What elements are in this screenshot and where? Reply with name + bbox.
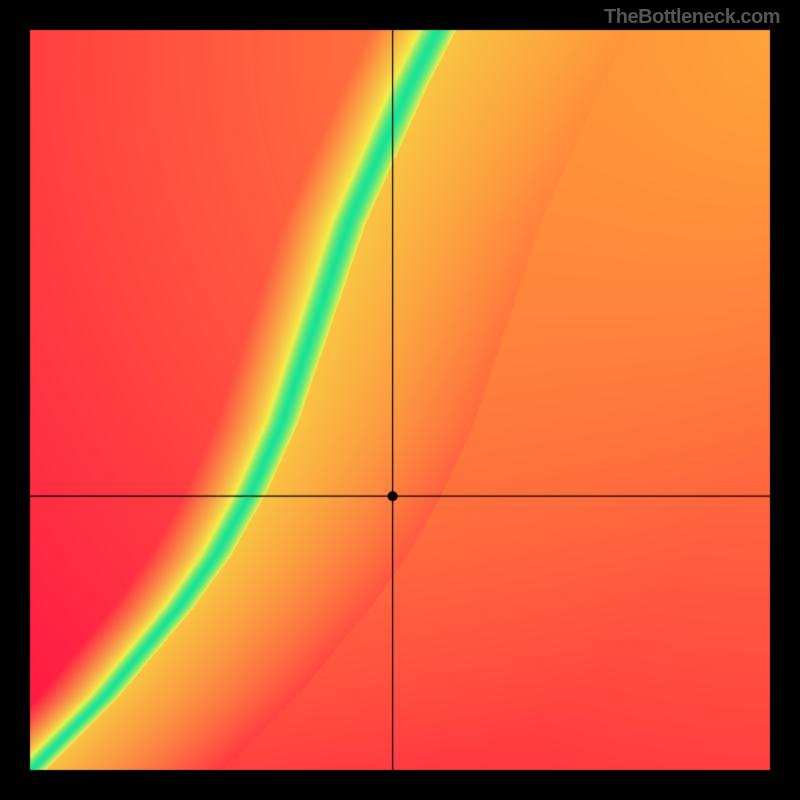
bottleneck-heatmap xyxy=(0,0,800,800)
chart-container: TheBottleneck.com xyxy=(0,0,800,800)
watermark-text: TheBottleneck.com xyxy=(604,6,780,29)
